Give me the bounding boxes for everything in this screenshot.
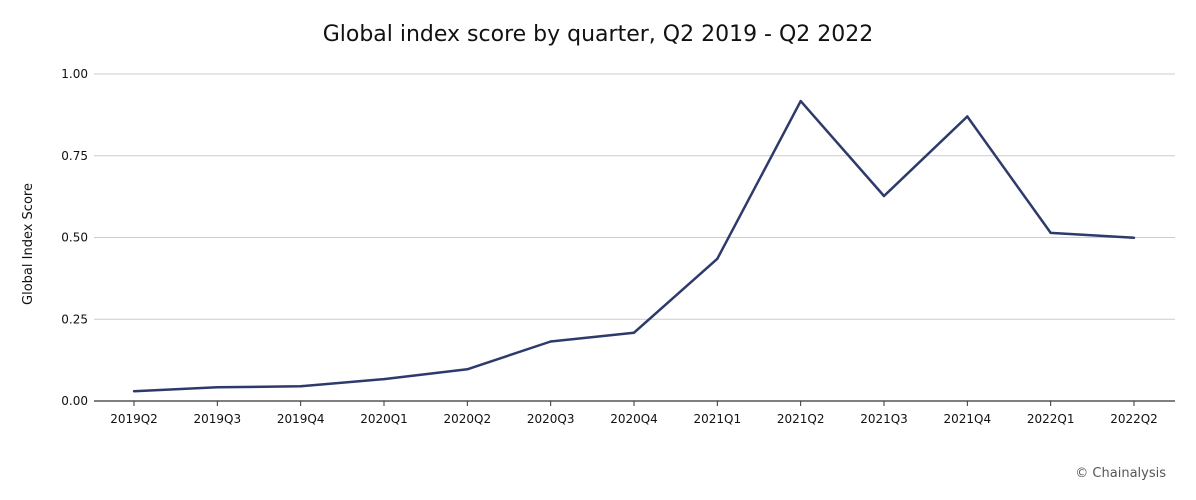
x-tick-label: 2019Q4 (277, 412, 325, 426)
series-line (133, 99, 1135, 393)
x-tick-label: 2019Q2 (110, 412, 158, 426)
data-point (632, 331, 636, 334)
gridlines (94, 73, 1175, 402)
data-point (299, 385, 302, 388)
data-point (799, 99, 802, 103)
y-tick-label: 1.00 (61, 67, 88, 81)
x-tick-label: 2021Q1 (694, 412, 742, 426)
series-layer (132, 99, 1136, 393)
x-tick-label: 2021Q4 (944, 412, 992, 426)
x-tick-label: 2019Q3 (194, 412, 242, 426)
x-tick-label: 2022Q2 (1110, 412, 1158, 426)
credit-text: © Chainalysis (1075, 466, 1166, 481)
y-tick-label: 0.25 (61, 312, 88, 326)
data-point (1132, 236, 1136, 240)
x-tick-label: 2020Q4 (610, 412, 658, 426)
data-point (466, 368, 469, 371)
chart-title: Global index score by quarter, Q2 2019 -… (322, 22, 874, 47)
x-tick-label: 2022Q1 (1027, 412, 1075, 426)
x-tick-label: 2021Q2 (777, 412, 825, 426)
x-tick-label: 2020Q3 (527, 412, 575, 426)
data-point (1049, 231, 1052, 235)
data-point (216, 386, 219, 389)
x-tick-label: 2020Q2 (444, 412, 492, 426)
x-tick-label: 2020Q1 (360, 412, 408, 426)
data-point (966, 115, 969, 118)
y-tick-label: 0.75 (61, 149, 88, 163)
y-tick-labels: 0.00 0.25 0.50 0.75 1.00 (61, 67, 88, 408)
y-tick-label: 0.00 (61, 394, 88, 408)
x-tick-labels: 2019Q2 2019Q3 2019Q4 2020Q1 2020Q2 2020Q3 2020… (110, 401, 1158, 426)
data-point (382, 377, 386, 381)
y-axis-title: Global Index Score (21, 183, 36, 305)
data-point (132, 389, 136, 393)
data-point (549, 340, 552, 343)
data-point (716, 257, 719, 260)
y-tick-label: 0.50 (61, 231, 88, 245)
x-tick-label: 2021Q3 (860, 412, 908, 426)
data-point (882, 194, 886, 198)
